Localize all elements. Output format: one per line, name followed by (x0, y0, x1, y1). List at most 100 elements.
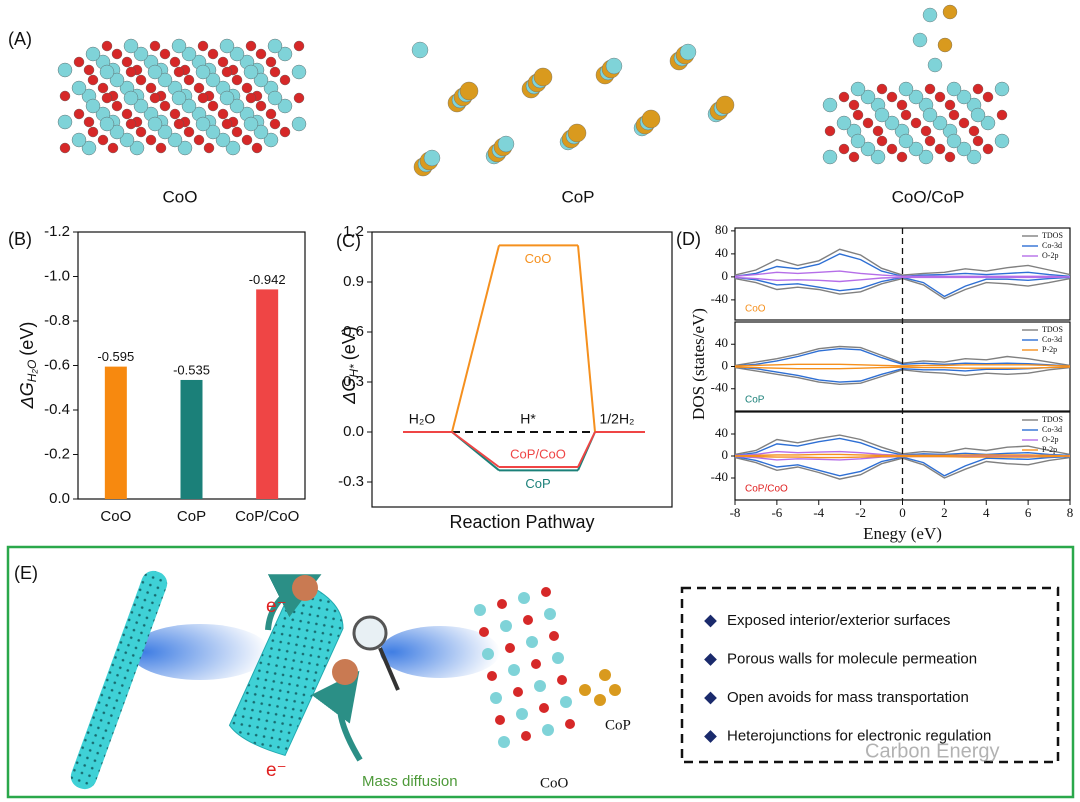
x-tick-label: CoO (100, 508, 131, 525)
atom (838, 91, 850, 103)
atom (896, 99, 908, 111)
atom (173, 66, 185, 78)
watermark: Carbon Energy (865, 740, 1000, 762)
atom (490, 692, 502, 704)
atom (219, 38, 235, 54)
atom (157, 124, 173, 140)
atom (253, 72, 269, 88)
magnifier-handle (378, 647, 400, 691)
panel-a: (A) CoO CoP CoO/CoP (8, 4, 1010, 206)
atom (605, 57, 623, 75)
atom (181, 46, 197, 62)
y-tick-label: 0.0 (49, 490, 70, 507)
legend-label: P-2p (1042, 445, 1057, 454)
feature-text: Exposed interior/exterior surfaces (727, 612, 950, 629)
atom (459, 81, 479, 101)
atom (836, 115, 852, 131)
atom (513, 687, 523, 697)
atom (253, 124, 269, 140)
atom (876, 135, 888, 147)
y-tick-label: 0.3 (343, 373, 364, 390)
atom (159, 48, 171, 60)
subplot-label: CoP (745, 395, 765, 406)
atom (157, 72, 173, 88)
atom (946, 81, 962, 97)
x-tick-label: -6 (771, 505, 782, 520)
atom (822, 97, 838, 113)
atom (245, 92, 257, 104)
atom (927, 57, 943, 73)
atom (922, 107, 938, 123)
atom (920, 125, 932, 137)
atom (544, 608, 556, 620)
feature-box (680, 586, 1060, 764)
atom (267, 90, 283, 106)
bullet (704, 730, 717, 743)
bar (104, 366, 127, 499)
y-tick-label: -40 (711, 469, 728, 484)
panel-label: (B) (8, 229, 32, 249)
glow (380, 626, 500, 678)
atom (599, 669, 611, 681)
atom (183, 74, 195, 86)
atom (221, 66, 233, 78)
value-label: -0.535 (173, 362, 210, 377)
atom (980, 115, 996, 131)
atom (123, 90, 139, 106)
atom (860, 141, 876, 157)
y-tick-label: -0.4 (44, 401, 70, 418)
feature-text: Porous walls for molecule permeation (727, 650, 977, 667)
atom (900, 109, 912, 121)
atom (71, 132, 87, 148)
atom (896, 151, 908, 163)
atom (207, 48, 219, 60)
atom (229, 98, 245, 114)
state-label: 1/2H₂ (599, 411, 634, 427)
y-tick-label: -40 (711, 291, 728, 306)
panel-frame (6, 545, 1075, 799)
y-tick-label: 40 (715, 335, 728, 350)
x-tick-label: CoP/CoO (235, 508, 299, 525)
atom (57, 114, 73, 130)
atom (241, 134, 253, 146)
atom (195, 64, 211, 80)
structure-label: CoP (605, 717, 631, 733)
electron-label: e⁻ (266, 760, 287, 781)
atom (541, 587, 551, 597)
atom (217, 56, 229, 68)
atom (944, 151, 956, 163)
atom (982, 91, 994, 103)
atom (495, 715, 505, 725)
atom (912, 32, 928, 48)
bullet (704, 614, 717, 628)
atom (87, 74, 99, 86)
atom (898, 81, 914, 97)
atom (145, 134, 157, 146)
atom (173, 118, 185, 130)
dos-curve (734, 276, 1071, 283)
legend-label: O-2p (1042, 251, 1058, 260)
legend-label: Co-3d (1042, 425, 1062, 434)
atom (277, 46, 293, 62)
atom (924, 83, 936, 95)
atom (87, 126, 99, 138)
atom (860, 89, 876, 105)
atom (533, 67, 553, 87)
structure-label: CoO/CoP (892, 187, 965, 206)
atom (876, 83, 888, 95)
y-axis-label: DOS (states/eV) (689, 308, 708, 420)
atom (121, 56, 133, 68)
y-tick-label: 0.6 (343, 323, 364, 340)
atom (474, 604, 486, 616)
plot-frame (371, 231, 673, 508)
panel-label: (D) (676, 229, 701, 249)
atom (145, 82, 157, 94)
atom (85, 46, 101, 62)
atom (970, 107, 986, 123)
atom (966, 149, 982, 165)
legend-label: P-2p (1042, 345, 1057, 354)
atom (934, 143, 946, 155)
x-axis-label: Reaction Pathway (449, 512, 594, 532)
y-tick-label: 0.9 (343, 273, 364, 290)
atom (97, 82, 109, 94)
